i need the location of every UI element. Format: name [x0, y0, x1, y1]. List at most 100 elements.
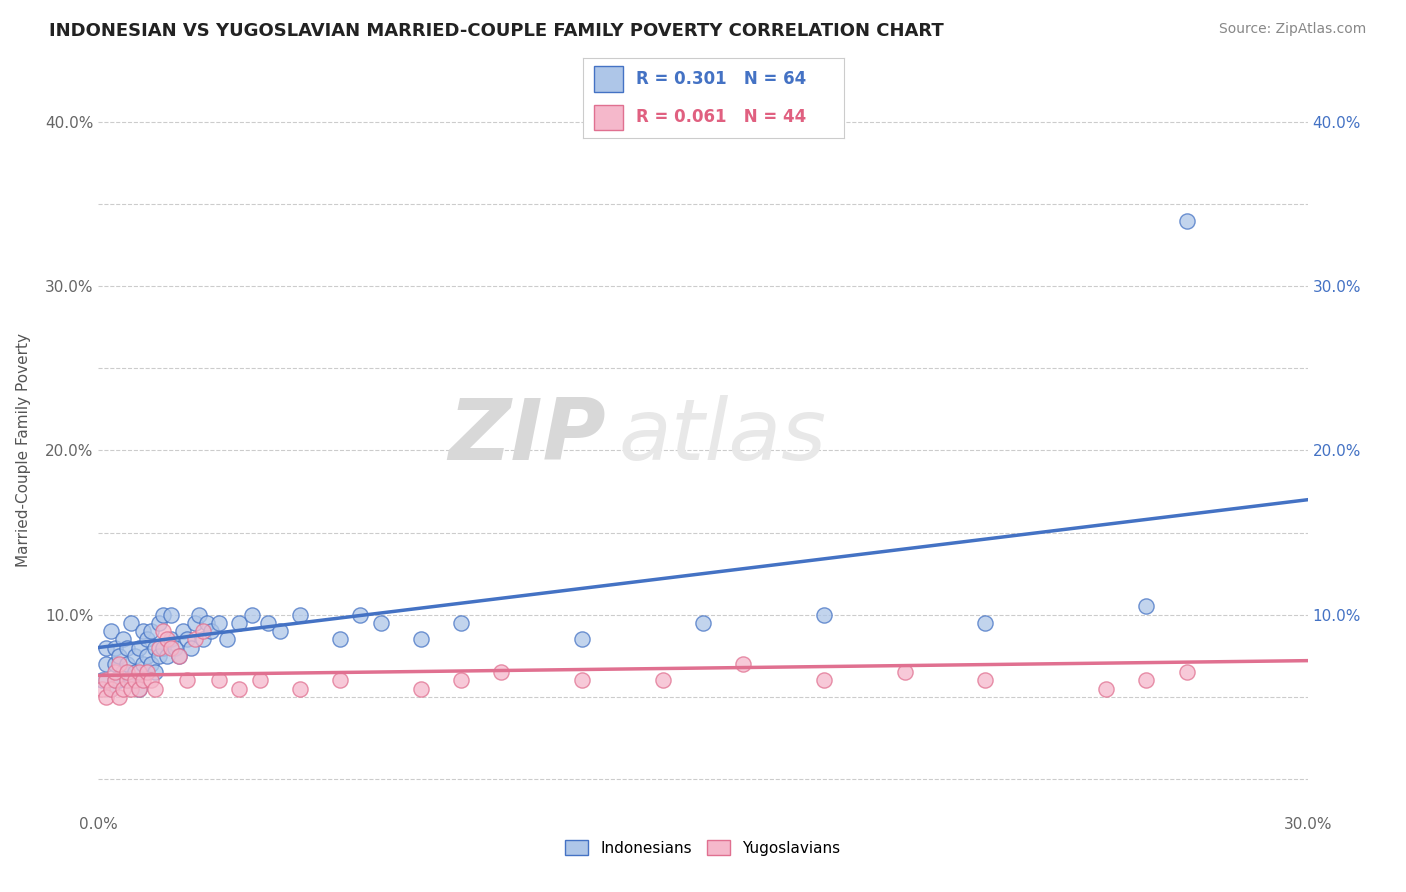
Point — [139, 657, 162, 671]
Text: ZIP: ZIP — [449, 394, 606, 477]
Point — [103, 673, 125, 688]
Point — [329, 632, 352, 647]
Point — [103, 657, 125, 671]
Point — [115, 640, 138, 655]
Point — [249, 673, 271, 688]
Point — [152, 607, 174, 622]
Point — [160, 632, 183, 647]
Point — [200, 624, 222, 639]
Point — [107, 690, 129, 704]
Point — [111, 632, 134, 647]
Point — [100, 681, 122, 696]
Point — [1135, 599, 1157, 614]
Point — [124, 665, 146, 680]
Point — [329, 673, 352, 688]
Point — [107, 648, 129, 663]
Point — [132, 673, 155, 688]
Point — [124, 673, 146, 688]
Text: INDONESIAN VS YUGOSLAVIAN MARRIED-COUPLE FAMILY POVERTY CORRELATION CHART: INDONESIAN VS YUGOSLAVIAN MARRIED-COUPLE… — [49, 22, 943, 40]
Point — [370, 615, 392, 630]
Point — [115, 673, 138, 688]
Point — [208, 673, 231, 688]
Point — [409, 681, 432, 696]
Point — [491, 665, 513, 680]
Point — [1095, 681, 1118, 696]
Text: Source: ZipAtlas.com: Source: ZipAtlas.com — [1219, 22, 1367, 37]
Point — [156, 632, 179, 647]
Point — [813, 607, 835, 622]
Point — [288, 681, 311, 696]
Point — [111, 681, 134, 696]
Point — [1135, 673, 1157, 688]
Point — [256, 615, 278, 630]
Text: atlas: atlas — [619, 394, 827, 477]
Y-axis label: Married-Couple Family Poverty: Married-Couple Family Poverty — [17, 334, 31, 567]
Point — [96, 690, 118, 704]
Point — [184, 615, 207, 630]
Point — [893, 665, 915, 680]
Point — [240, 607, 263, 622]
Point — [139, 624, 162, 639]
Point — [111, 665, 134, 680]
Point — [120, 615, 142, 630]
Point — [115, 657, 138, 671]
Point — [813, 673, 835, 688]
Point — [103, 673, 125, 688]
Point — [176, 673, 198, 688]
Point — [107, 657, 129, 671]
Point — [692, 615, 714, 630]
Point — [132, 624, 155, 639]
Point — [120, 673, 142, 688]
Point — [571, 632, 593, 647]
Point — [135, 648, 157, 663]
Point — [143, 681, 166, 696]
Point — [571, 673, 593, 688]
Point — [115, 673, 138, 688]
Point — [184, 632, 207, 647]
Point — [139, 673, 162, 688]
Point — [176, 632, 198, 647]
Point — [208, 615, 231, 630]
Point — [128, 681, 150, 696]
Point — [188, 607, 211, 622]
Point — [96, 673, 118, 688]
Point — [193, 624, 215, 639]
Point — [1175, 213, 1198, 227]
Point — [163, 640, 186, 655]
Point — [100, 681, 122, 696]
Point — [269, 624, 291, 639]
Point — [148, 615, 170, 630]
Point — [103, 665, 125, 680]
Point — [733, 657, 755, 671]
Point — [228, 681, 250, 696]
Point — [135, 665, 157, 680]
Point — [172, 624, 194, 639]
Text: R = 0.061   N = 44: R = 0.061 N = 44 — [636, 109, 806, 127]
Point — [115, 665, 138, 680]
Point — [974, 615, 997, 630]
Point — [148, 648, 170, 663]
FancyBboxPatch shape — [593, 104, 623, 130]
Point — [143, 665, 166, 680]
Point — [228, 615, 250, 630]
Point — [450, 673, 472, 688]
Point — [96, 657, 118, 671]
Point — [91, 673, 114, 688]
Point — [450, 615, 472, 630]
Point — [288, 607, 311, 622]
Point — [91, 681, 114, 696]
Point — [124, 648, 146, 663]
Point — [195, 615, 218, 630]
Point — [167, 648, 190, 663]
Point — [148, 640, 170, 655]
Point — [180, 640, 202, 655]
Point — [974, 673, 997, 688]
Point — [107, 673, 129, 688]
Point — [160, 640, 183, 655]
Point — [143, 640, 166, 655]
Point — [156, 648, 179, 663]
Point — [128, 665, 150, 680]
Point — [160, 607, 183, 622]
Point — [217, 632, 239, 647]
Text: R = 0.301   N = 64: R = 0.301 N = 64 — [636, 70, 806, 87]
